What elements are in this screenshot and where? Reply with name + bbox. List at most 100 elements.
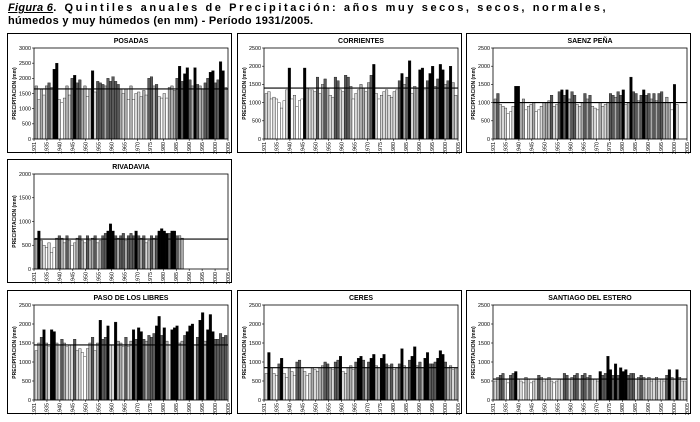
x-tick-label: 1980 (391, 403, 397, 415)
bar (359, 356, 363, 401)
bar (126, 235, 130, 270)
bar (139, 331, 143, 401)
bar (190, 85, 194, 140)
x-tick-label: 1975 (607, 142, 613, 154)
bar (596, 109, 600, 140)
bar (382, 354, 386, 401)
bar (50, 252, 54, 270)
bar (560, 378, 564, 401)
bar (632, 91, 635, 140)
x-tick-label: 2000 (672, 403, 678, 415)
bar (601, 106, 605, 140)
bar (539, 377, 543, 401)
bar (387, 365, 391, 401)
bar (170, 329, 174, 401)
chart-corrientes: CORRIENTES 0 500 1000 1500 2000 2500 PRECIPITAC… (242, 38, 462, 154)
bar (142, 235, 146, 270)
x-tick-label: 1995 (200, 403, 206, 415)
bar (139, 96, 143, 140)
bar (333, 76, 337, 140)
bar (527, 106, 531, 140)
bar (637, 100, 641, 140)
bar (264, 93, 268, 140)
bar (451, 82, 455, 140)
bar (415, 87, 419, 140)
x-tick-label: 1985 (633, 403, 639, 415)
bar (527, 378, 531, 401)
bar (93, 91, 97, 140)
bar (660, 91, 664, 140)
bar (287, 67, 291, 140)
x-tick-label: 1995 (430, 142, 436, 154)
y-tick-label: 0 (487, 137, 490, 143)
bar (675, 369, 679, 401)
bar (298, 100, 302, 140)
x-tick-label: 1935 (275, 142, 281, 154)
bar (106, 78, 110, 140)
bar (116, 340, 120, 401)
y-tick-label: 1500 (249, 341, 261, 347)
x-tick-label: 2000 (672, 142, 678, 154)
bar (50, 329, 54, 401)
y-tick-label: 1500 (19, 341, 31, 347)
chart-ceres: CERES 0 500 1000 1500 2000 2500 PRECIPITACION (… (242, 295, 462, 415)
x-tick-label: 1940 (58, 272, 64, 284)
y-tick-label: 2500 (478, 303, 490, 309)
bar (150, 235, 153, 270)
bar (521, 382, 525, 401)
x-tick-label: 2000 (213, 272, 219, 284)
bar (178, 66, 182, 140)
bar (124, 240, 128, 270)
bar (39, 240, 43, 270)
bar (400, 73, 404, 140)
bar (83, 356, 87, 401)
bar (175, 325, 179, 401)
bar (532, 380, 536, 401)
bar (537, 109, 541, 140)
bar (162, 327, 166, 401)
x-tick-label: 2000 (213, 142, 219, 154)
bar (167, 344, 171, 401)
y-tick-label: 500 (252, 379, 261, 385)
y-tick-label: 2500 (249, 46, 261, 52)
bar (331, 369, 335, 401)
bar (170, 85, 174, 140)
x-tick-label: 1985 (633, 142, 639, 154)
bar (290, 98, 294, 140)
bar (683, 380, 687, 401)
bar (267, 352, 271, 401)
bar (65, 235, 69, 270)
bar (313, 369, 317, 401)
bar (585, 377, 589, 401)
y-tick-label: 1000 (19, 360, 31, 366)
chart-title-posadas: POSADAS (114, 38, 149, 45)
bar (575, 104, 579, 140)
y-tick-label: 500 (22, 379, 31, 385)
bar (91, 70, 95, 140)
y-axis-label: PRECIPITACION (mm) (12, 195, 18, 248)
bar (173, 327, 176, 401)
bar (47, 242, 51, 270)
bar (111, 344, 115, 401)
x-tick-label: 1960 (568, 142, 574, 154)
bar (498, 104, 502, 140)
x-tick-label: 1995 (200, 272, 206, 284)
bar (346, 367, 350, 401)
bar (423, 89, 427, 140)
x-tick-label: 1980 (161, 272, 167, 284)
bar (428, 363, 432, 401)
bar (188, 325, 192, 401)
bar (126, 99, 130, 140)
bar (119, 88, 123, 140)
bar (198, 320, 202, 401)
bar (426, 352, 430, 401)
bar (310, 367, 314, 401)
bar (96, 242, 100, 270)
bar (269, 98, 273, 140)
plot-frame (33, 47, 229, 140)
bar (326, 363, 330, 401)
y-tick-label: 2500 (19, 303, 31, 309)
bar (591, 106, 595, 140)
bar (137, 235, 141, 270)
x-tick-label: 1935 (45, 272, 51, 284)
